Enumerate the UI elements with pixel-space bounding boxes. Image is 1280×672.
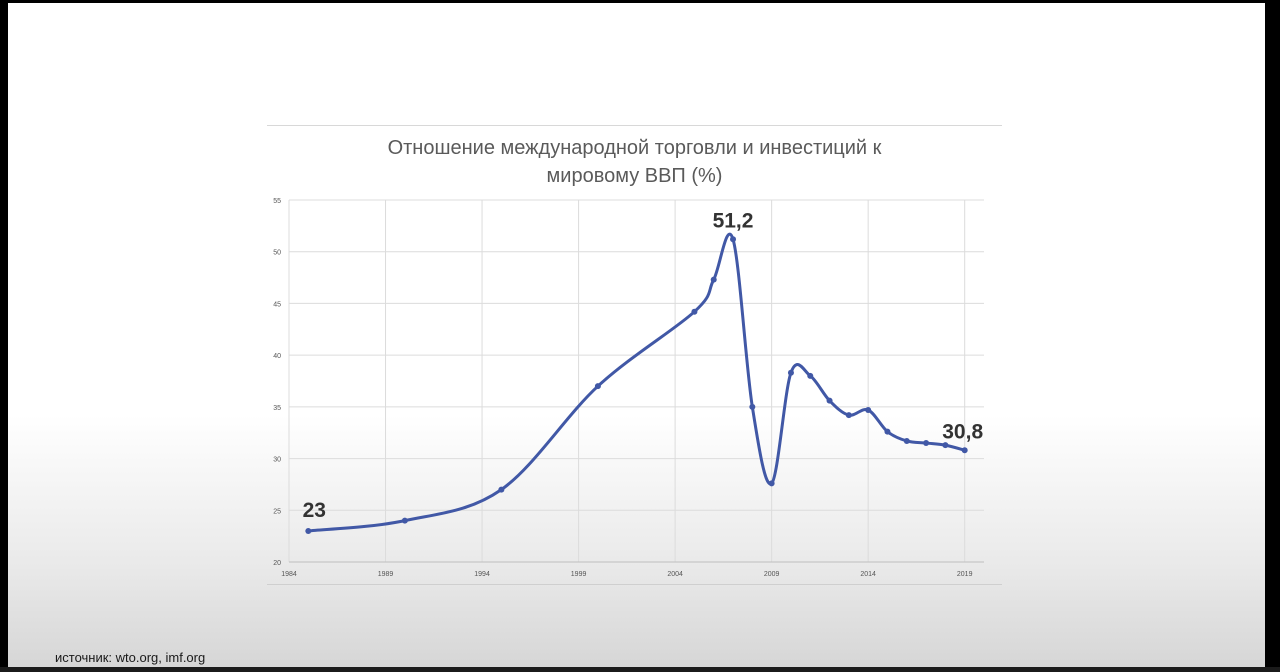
x-tick-label: 1994	[474, 571, 490, 578]
data-point	[923, 440, 930, 447]
data-point	[749, 403, 756, 410]
chart-title: Отношение международной торговли и инвес…	[267, 134, 1002, 190]
data-point	[401, 517, 408, 524]
data-point	[730, 236, 737, 243]
y-tick-label: 20	[273, 560, 281, 567]
data-point	[845, 412, 852, 419]
data-point	[807, 372, 814, 379]
data-point	[710, 276, 717, 283]
data-point	[884, 428, 891, 435]
bottom-strip	[0, 667, 1280, 672]
data-point	[903, 437, 910, 444]
y-tick-label: 55	[273, 198, 281, 205]
data-point	[305, 527, 312, 534]
data-label: 30,8	[942, 420, 983, 443]
y-tick-label: 25	[273, 508, 281, 515]
y-tick-label: 30	[273, 457, 281, 464]
data-point	[942, 442, 949, 449]
y-tick-label: 40	[273, 353, 281, 360]
source-note: источник: wto.org, imf.org	[55, 650, 206, 665]
chart-title-line-1: Отношение международной торговли и инвес…	[387, 137, 882, 159]
x-tick-label: 2014	[860, 571, 876, 578]
data-point	[594, 383, 601, 390]
chart-top-rule	[267, 125, 1002, 126]
y-tick-label: 45	[273, 301, 281, 308]
data-point	[768, 480, 775, 487]
x-tick-label: 2009	[764, 571, 780, 578]
data-label: 23	[303, 499, 326, 522]
x-tick-label: 1989	[378, 571, 394, 578]
data-label: 51,2	[713, 209, 754, 232]
data-point	[961, 447, 968, 454]
x-tick-label: 1999	[571, 571, 587, 578]
data-point	[826, 397, 833, 404]
series-line	[306, 232, 967, 533]
data-point	[498, 486, 505, 493]
chart-bottom-rule	[267, 584, 1002, 585]
data-point	[865, 406, 872, 413]
x-tick-label: 1984	[281, 571, 297, 578]
y-tick-label: 50	[273, 250, 281, 257]
chart-title-line-2: мировому ВВП (%)	[546, 165, 723, 187]
slide	[8, 3, 1265, 667]
data-point	[691, 308, 698, 315]
data-point	[787, 369, 794, 376]
x-tick-label: 2004	[667, 571, 683, 578]
y-tick-label: 35	[273, 405, 281, 412]
x-tick-label: 2019	[957, 571, 973, 578]
